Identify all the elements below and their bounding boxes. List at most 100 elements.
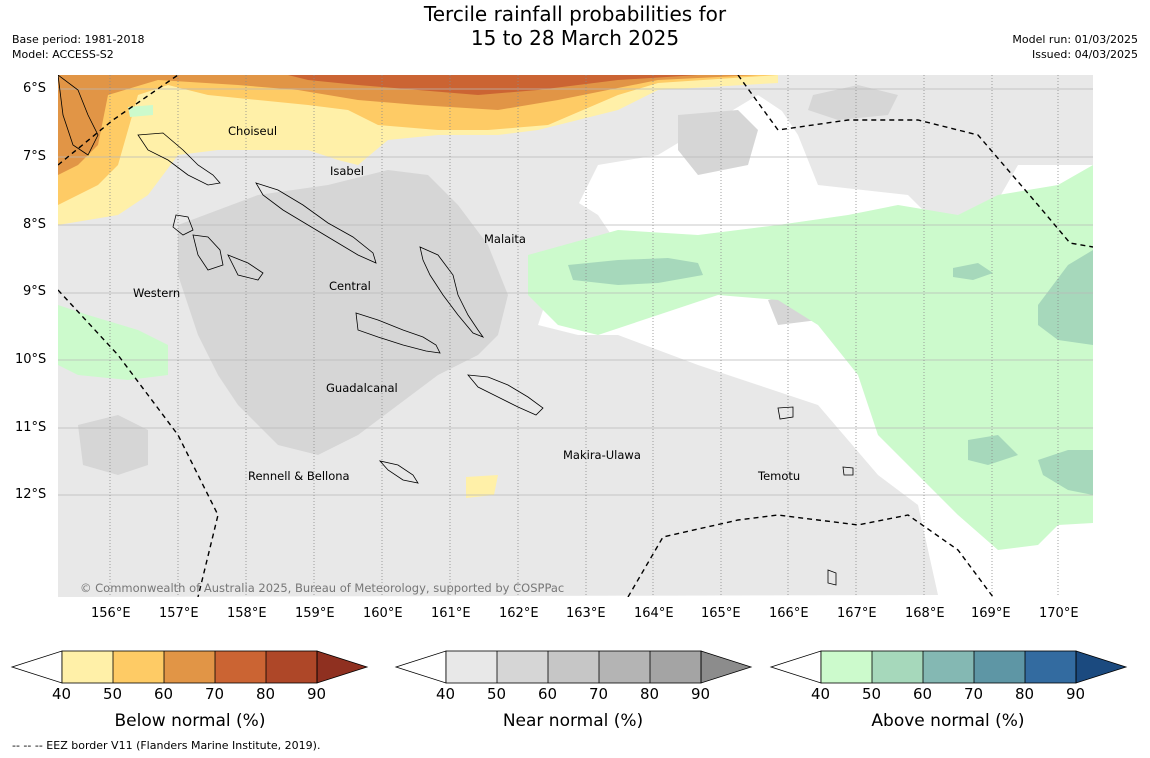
- colorbar-label: Below normal (%): [115, 711, 266, 731]
- colorbar-swatch: [821, 651, 872, 683]
- lat-label: 7°S: [23, 149, 47, 164]
- colorbar-tick: 60: [154, 685, 173, 703]
- colorbar-swatch: [215, 651, 266, 683]
- colorbar-swatch: [62, 651, 113, 683]
- colorbar-swatch: [446, 651, 497, 683]
- above-normal-50-patch-2: [953, 263, 993, 280]
- label-guadalcanal: Guadalcanal: [326, 381, 398, 395]
- colorbar-tick: 50: [103, 685, 122, 703]
- colorbar-tick: 80: [256, 685, 275, 703]
- lon-label: 162°E: [499, 606, 539, 621]
- label-choiseul: Choiseul: [228, 124, 277, 138]
- colorbar-swatch: [974, 651, 1025, 683]
- eez-border-note: -- -- -- EEZ border V11 (Flanders Marine…: [12, 739, 321, 752]
- model-name: Model: ACCESS-S2: [12, 48, 114, 61]
- lon-label: 168°E: [905, 606, 945, 621]
- colorbar-tick: 80: [640, 685, 659, 703]
- lat-label: 6°S: [23, 81, 47, 96]
- colorbar-swatch: [317, 651, 367, 683]
- colorbar-tick: 40: [811, 685, 830, 703]
- colorbar-swatch: [872, 651, 923, 683]
- near-normal-50-small-1: [78, 415, 148, 475]
- map-title: Tercile rainfall probabilities for 15 to…: [0, 2, 1150, 50]
- colorbar-swatch: [701, 651, 751, 683]
- meta-left: Base period: 1981-2018 Model: ACCESS-S2: [12, 32, 144, 62]
- above-normal-50-patch-5: [1038, 450, 1093, 495]
- colorbar-tick: 90: [691, 685, 710, 703]
- below-normal-60-region: [58, 75, 758, 175]
- title-line-2: 15 to 28 March 2025: [470, 26, 680, 50]
- lon-label: 170°E: [1039, 606, 1079, 621]
- lon-label: 165°E: [701, 606, 741, 621]
- colorbar-swatch: [164, 651, 215, 683]
- label-western: Western: [133, 286, 180, 300]
- lat-label: 8°S: [23, 217, 47, 232]
- lat-label: 12°S: [15, 487, 47, 502]
- lon-label: 160°E: [363, 606, 403, 621]
- above-normal-50-patch-4: [968, 435, 1018, 465]
- colorbar-tick: 80: [1015, 685, 1034, 703]
- colorbar-swatch: [1076, 651, 1126, 683]
- colorbar-tick: 40: [52, 685, 71, 703]
- colorbar-legend: 40 50 60 70 80 90 Below normal (%) 40 50…: [10, 650, 1128, 731]
- label-rennell: Rennell & Bellona: [248, 469, 350, 483]
- lat-gridlines: [58, 88, 1093, 496]
- colorbar-tick: 90: [1066, 685, 1085, 703]
- below-normal-70-region: [288, 75, 698, 95]
- colorbar-tick: 60: [538, 685, 557, 703]
- near-normal-50-region: [178, 170, 508, 455]
- colorbar-tick: 40: [436, 685, 455, 703]
- lon-label: 163°E: [566, 606, 606, 621]
- near-normal-50-small-2: [678, 110, 758, 175]
- label-makira: Makira-Ulawa: [563, 448, 641, 462]
- lon-label: 166°E: [769, 606, 809, 621]
- colorbar-label: Near normal (%): [503, 711, 643, 731]
- colorbar-swatch: [650, 651, 701, 683]
- lon-label: 158°E: [227, 606, 267, 621]
- colorbar-tick: 90: [307, 685, 326, 703]
- copyright-text: © Commonwealth of Australia 2025, Bureau…: [80, 581, 564, 595]
- colorbar-tick: 70: [205, 685, 224, 703]
- label-malaita: Malaita: [484, 232, 526, 246]
- colorbar-tick: 50: [487, 685, 506, 703]
- title-line-1: Tercile rainfall probabilities for: [423, 2, 727, 26]
- meta-right: Model run: 01/03/2025 Issued: 04/03/2025: [1012, 32, 1138, 62]
- lat-label: 9°S: [23, 284, 47, 299]
- colorbar-swatch: [548, 651, 599, 683]
- island-outlines: [58, 75, 854, 586]
- colorbar-near-normal: 40 50 60 70 80 90 Near normal (%): [394, 650, 753, 731]
- colorbar-swatch: [1025, 651, 1076, 683]
- near-normal-50-small-4: [808, 85, 898, 120]
- lon-label: 167°E: [837, 606, 877, 621]
- lon-label: 156°E: [91, 606, 131, 621]
- lon-label: 159°E: [295, 606, 335, 621]
- above-normal-40-small: [128, 105, 153, 117]
- colorbar-swatch: [599, 651, 650, 683]
- colorbar-swatch: [266, 651, 317, 683]
- above-normal-50-patch-1: [568, 258, 703, 285]
- below-normal-40-region: [58, 75, 778, 225]
- colorbar-tick: 60: [913, 685, 932, 703]
- lat-label: 11°S: [15, 420, 47, 435]
- above-normal-50-patch-3: [1038, 250, 1093, 345]
- lon-gridlines: [109, 75, 1059, 597]
- lat-label: 10°S: [15, 352, 47, 367]
- colorbar-swatch: [923, 651, 974, 683]
- colorbar-swatch: [769, 650, 822, 684]
- colorbar-tick: 50: [862, 685, 881, 703]
- lon-label: 164°E: [634, 606, 674, 621]
- colorbar-below-normal: 40 50 60 70 80 90 Below normal (%): [10, 650, 369, 731]
- colorbar-above-normal: 40 50 60 70 80 90 Above normal (%): [769, 650, 1128, 731]
- lon-label: 157°E: [159, 606, 199, 621]
- eez-borders: [58, 75, 1093, 597]
- label-central: Central: [329, 279, 371, 293]
- colorbar-swatch: [10, 650, 63, 684]
- colorbar-tick: 70: [589, 685, 608, 703]
- lon-label: 169°E: [971, 606, 1011, 621]
- colorbar-tick: 70: [964, 685, 983, 703]
- probability-map: Choiseul Isabel Malaita Central Western …: [58, 75, 1093, 597]
- lon-label: 161°E: [431, 606, 471, 621]
- colorbar-label: Above normal (%): [871, 711, 1024, 731]
- above-normal-40-western: [58, 305, 168, 380]
- label-isabel: Isabel: [330, 164, 364, 178]
